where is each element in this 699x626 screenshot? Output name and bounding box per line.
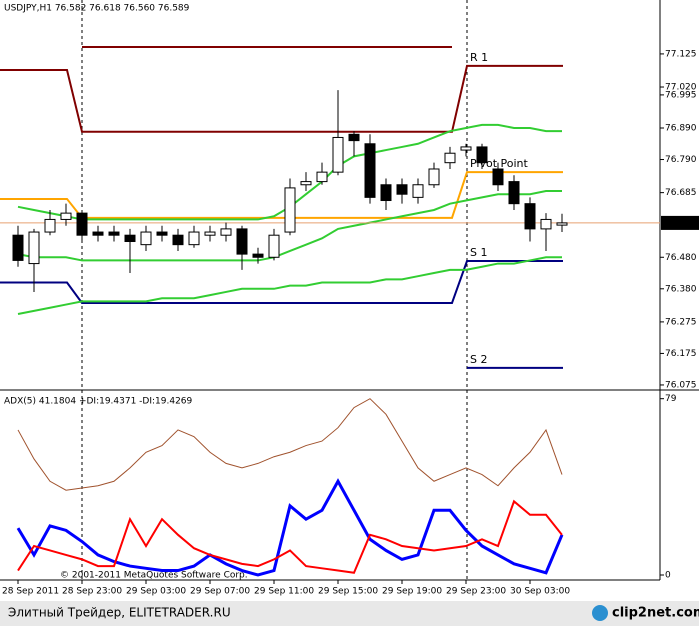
candle-body (204, 231, 216, 236)
candle-body (556, 222, 568, 226)
y-tick-label: 76.790 (665, 155, 697, 165)
candle-body (44, 218, 56, 233)
y-tick-label: 77.020 (665, 83, 697, 93)
candle-body (140, 231, 152, 246)
candle-body (412, 184, 424, 198)
band-line (17, 190, 562, 262)
candle-body (316, 171, 328, 183)
candle-body (76, 212, 88, 236)
candle-body (428, 168, 440, 186)
y-tick-label: 76.175 (665, 349, 697, 359)
candle-body (60, 212, 72, 220)
indicator-line (16, 478, 564, 577)
level-label: S 1 (470, 246, 487, 259)
y-tick-label: 76.075 (665, 380, 697, 390)
footer-bar (0, 601, 699, 626)
candle-body (332, 136, 344, 173)
footer-text: Элитный Трейдер, ELITETRADER.RU (8, 606, 231, 620)
candle-body (236, 228, 248, 255)
y-tick-label: 76.380 (665, 284, 697, 294)
x-tick-label: 29 Sep 11:00 (254, 587, 314, 597)
candle-body (380, 184, 392, 202)
candle-body (492, 168, 504, 186)
indicator-line (17, 398, 563, 491)
x-tick-label: 29 Sep 15:00 (318, 587, 378, 597)
logo-text: clip2net.com (612, 606, 699, 621)
candle-body (92, 231, 104, 236)
price-box-label: 76.589 (664, 218, 696, 228)
candle-body (124, 234, 136, 243)
y-tick-label: 76.685 (665, 188, 697, 198)
candle-body (156, 231, 168, 236)
candle-body (108, 231, 120, 236)
candle-body (476, 146, 488, 164)
candle-body (396, 184, 408, 195)
candle-body (444, 152, 456, 164)
candle-body (460, 146, 472, 151)
band-line (17, 256, 562, 315)
price-box (661, 215, 699, 230)
candle-body (508, 181, 520, 205)
x-tick-label: 30 Sep 03:00 (510, 587, 570, 597)
y-tick-label: 76.890 (665, 124, 697, 134)
x-tick-label: 29 Sep 19:00 (382, 587, 442, 597)
candle-body (28, 231, 40, 265)
y-tick-label: 0 (665, 571, 671, 581)
x-tick-label: 29 Sep 07:00 (190, 587, 250, 597)
candle-body (540, 218, 552, 230)
x-tick-label: 29 Sep 03:00 (126, 587, 186, 597)
candle-body (364, 143, 376, 198)
x-tick-label: 28 Sep 23:00 (62, 587, 122, 597)
candle-body (284, 187, 296, 233)
y-tick-label: 76.480 (665, 253, 697, 263)
y-tick-label: 77.125 (665, 49, 697, 59)
y-tick-label: 76.995 (665, 90, 697, 100)
candle-body (172, 234, 184, 246)
candle-body (252, 253, 264, 258)
y-tick-label: 76.275 (665, 317, 697, 327)
copyright: © 2001-2011 MetaQuotes Software Corp. (60, 571, 248, 581)
candle-body (220, 228, 232, 236)
x-tick-label: 28 Sep 2011 (2, 587, 59, 597)
candle-body (12, 234, 24, 261)
level-label: S 2 (470, 353, 487, 366)
candle-body (268, 234, 280, 258)
logo-icon (592, 605, 608, 621)
candle-body (300, 181, 312, 186)
candle-body (348, 133, 360, 142)
pivot-level (0, 260, 563, 304)
window-title: USDJPY,H1 76.582 76.618 76.560 76.589 (4, 4, 190, 14)
indicator-title: ADX(5) 41.1804 +DI:19.4371 -DI:19.4269 (4, 397, 193, 407)
candle-body (188, 231, 200, 246)
indicator-line (17, 499, 563, 574)
candle-body (524, 203, 536, 230)
x-tick-label: 29 Sep 23:00 (446, 587, 506, 597)
pivot-level (0, 64, 563, 133)
level-label: R 1 (470, 51, 488, 64)
y-tick-label: 79 (665, 394, 677, 404)
